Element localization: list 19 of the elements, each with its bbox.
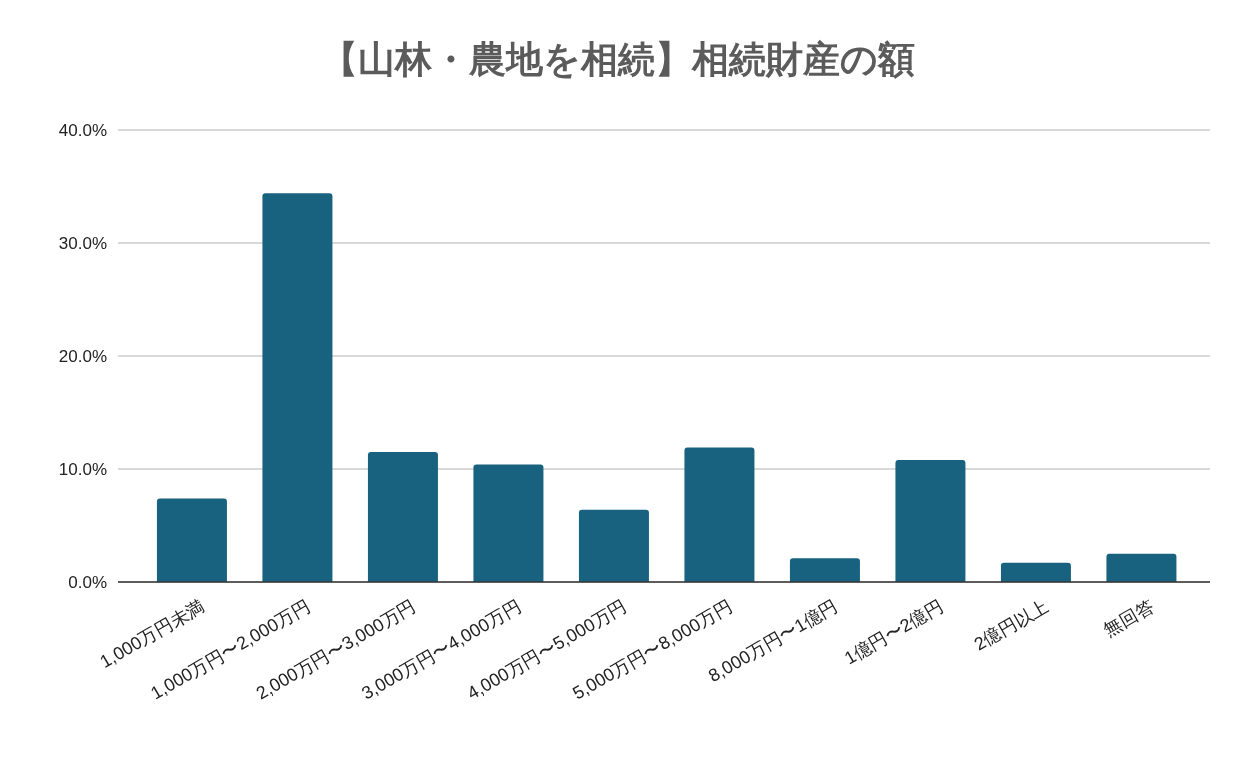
bar — [262, 193, 333, 582]
y-tick-label: 40.0% — [58, 121, 107, 141]
y-tick-label: 20.0% — [58, 347, 107, 367]
bar — [895, 459, 966, 582]
y-tick-label: 0.0% — [68, 573, 107, 593]
bar — [789, 558, 860, 582]
bar — [1000, 562, 1071, 582]
bar — [1106, 553, 1177, 582]
bar — [473, 464, 544, 582]
x-tick-label: 無回答 — [1100, 596, 1158, 641]
bar — [367, 452, 438, 582]
x-tick-label: 1億円〜2億円 — [840, 596, 947, 669]
chart-title: 【山林・農地を相続】相続財産の額 — [320, 38, 916, 82]
bar — [684, 447, 755, 582]
bar — [156, 498, 227, 582]
y-tick-label: 10.0% — [58, 460, 107, 480]
x-tick-label: 2億円以上 — [970, 596, 1052, 655]
y-tick-label: 30.0% — [58, 234, 107, 254]
bar — [578, 509, 649, 582]
